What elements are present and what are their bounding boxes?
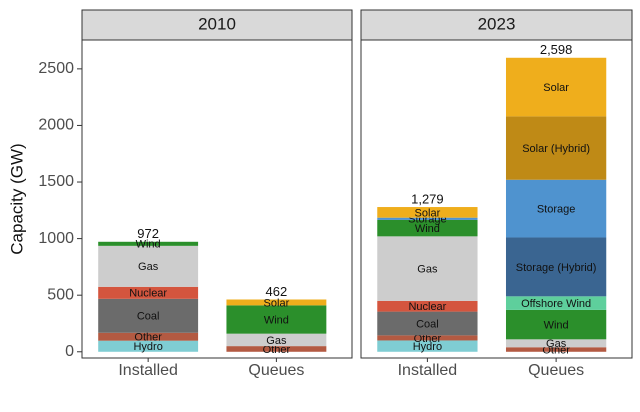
segment-label: Gas bbox=[417, 264, 438, 276]
segment-label: Gas bbox=[546, 338, 567, 350]
y-tick-label: 0 bbox=[65, 343, 74, 360]
bar-segment bbox=[226, 299, 327, 306]
bar-segment bbox=[98, 241, 199, 246]
bar-segment bbox=[377, 311, 478, 336]
bar-segment bbox=[377, 335, 478, 341]
segment-label: Storage (Hybrid) bbox=[516, 262, 597, 274]
bar-segment bbox=[505, 347, 607, 352]
segment-label: Gas bbox=[266, 335, 287, 347]
y-tick-label: 1000 bbox=[38, 230, 74, 247]
segment-label: Other bbox=[414, 333, 442, 345]
bar-segment bbox=[505, 237, 607, 297]
segment-label: Solar bbox=[264, 297, 290, 309]
panel-border bbox=[81, 39, 353, 359]
segment-label: Other bbox=[542, 344, 570, 356]
segment-label: Other bbox=[263, 344, 291, 356]
bar-segment bbox=[226, 333, 327, 347]
segment-label: Hydro bbox=[133, 341, 162, 353]
bar-segment bbox=[377, 219, 478, 237]
segment-label: Solar bbox=[415, 207, 441, 219]
total-label: 2,598 bbox=[540, 42, 573, 57]
x-tick-label: Queues bbox=[528, 362, 584, 379]
bar-segment bbox=[505, 57, 607, 117]
segment-label: Nuclear bbox=[129, 288, 167, 300]
panel-border bbox=[360, 39, 633, 359]
segment-label: Offshore Wind bbox=[521, 298, 591, 310]
total-label: 972 bbox=[137, 226, 159, 241]
bar-segment bbox=[98, 245, 199, 287]
segment-label: Coal bbox=[137, 311, 160, 323]
bar-segment bbox=[226, 346, 327, 352]
segment-label: Coal bbox=[416, 318, 439, 330]
segment-label: Solar bbox=[543, 82, 569, 94]
x-tick-label: Installed bbox=[398, 362, 458, 379]
segment-label: Other bbox=[134, 332, 162, 344]
strip bbox=[360, 9, 633, 41]
panel-title: 2010 bbox=[198, 14, 236, 33]
y-axis-title: Capacity (GW) bbox=[7, 143, 26, 254]
bar-segment bbox=[505, 339, 607, 348]
segment-label: Solar (Hybrid) bbox=[522, 143, 590, 155]
bar-segment bbox=[377, 217, 478, 220]
bar-segment bbox=[98, 298, 199, 333]
bar-segment bbox=[226, 305, 327, 334]
total-label: 462 bbox=[266, 284, 288, 299]
bar-segment bbox=[377, 207, 478, 218]
bar-segment bbox=[505, 179, 607, 238]
segment-label: Wind bbox=[544, 320, 569, 332]
segment-label: Wind bbox=[415, 223, 440, 235]
y-tick-label: 500 bbox=[47, 286, 74, 303]
x-tick-label: Installed bbox=[118, 362, 178, 379]
total-label: 1,279 bbox=[411, 191, 444, 206]
bar-segment bbox=[505, 116, 607, 180]
bar-segment bbox=[377, 300, 478, 312]
segment-label: Hydro bbox=[413, 341, 442, 353]
bar-segment bbox=[377, 236, 478, 301]
segment-label: Gas bbox=[138, 261, 159, 273]
bar-segment bbox=[377, 340, 478, 352]
y-tick-label: 1500 bbox=[38, 173, 74, 190]
y-tick-label: 2000 bbox=[38, 117, 74, 134]
panel-title: 2023 bbox=[478, 14, 516, 33]
bar-segment bbox=[505, 296, 607, 310]
bar-segment bbox=[98, 340, 199, 352]
x-tick-label: Queues bbox=[248, 362, 304, 379]
bar-segment bbox=[98, 286, 199, 299]
segment-label: Wind bbox=[136, 239, 161, 251]
y-tick-label: 2500 bbox=[38, 60, 74, 77]
bar-segment bbox=[98, 332, 199, 341]
segment-label: Wind bbox=[264, 314, 289, 326]
bar-segment bbox=[505, 309, 607, 340]
segment-label: Storage bbox=[537, 204, 576, 216]
segment-label: Nuclear bbox=[408, 301, 446, 313]
